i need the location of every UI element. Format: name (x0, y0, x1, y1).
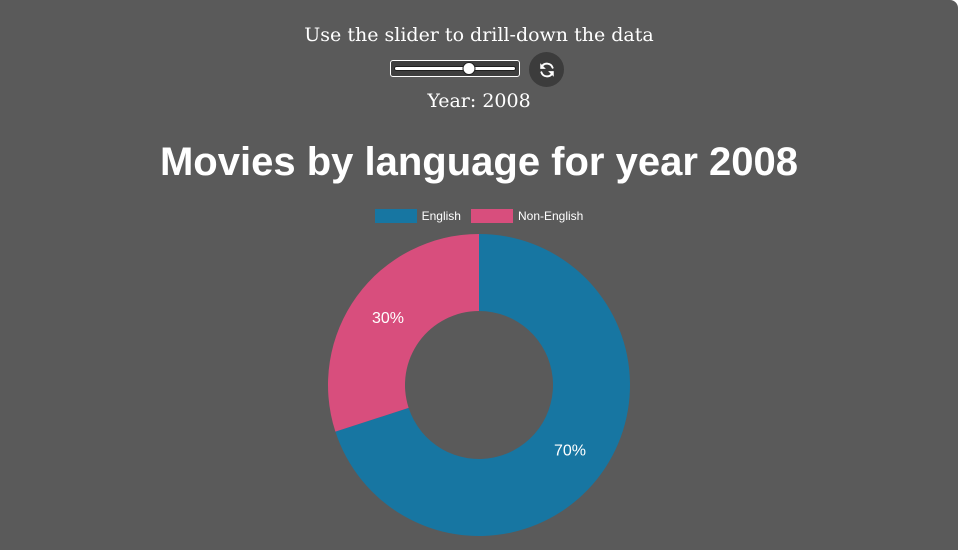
year-label: Year: 2008 (427, 90, 531, 112)
chart-title: Movies by language for year 2008 (159, 140, 799, 184)
legend-label-english: English (421, 209, 461, 223)
legend-label-non-english: Non-English (517, 209, 584, 223)
refresh-button[interactable] (529, 52, 564, 87)
slice-english[interactable] (335, 234, 630, 536)
legend-item-english[interactable]: English (374, 209, 461, 223)
donut-chart: 70% 30% (328, 234, 630, 536)
slider-track[interactable] (394, 66, 516, 71)
chart-legend: English Non-English (0, 209, 958, 223)
legend-swatch-non-english (470, 209, 513, 223)
slider-thumb[interactable] (462, 62, 476, 75)
legend-swatch-english (374, 209, 417, 223)
year-slider[interactable] (390, 60, 520, 77)
slice-label-english: 70% (554, 442, 586, 459)
slice-label-non-english: 30% (372, 310, 404, 327)
instruction-text: Use the slider to drill-down the data (304, 24, 654, 46)
legend-item-non-english[interactable]: Non-English (470, 209, 584, 223)
slice-non-english[interactable] (328, 234, 479, 432)
refresh-icon (539, 62, 554, 77)
